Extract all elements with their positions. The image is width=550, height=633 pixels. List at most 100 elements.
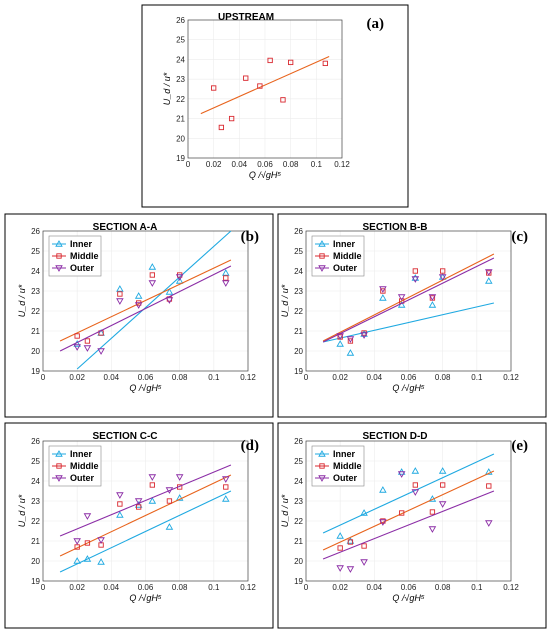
y-tick-label: 26 [294,437,303,446]
legend: Inner Middle Outer [48,445,102,487]
x-axis-label: Q /√gH⁵ [129,593,161,603]
x-tick-label: 0 [41,373,46,382]
data-point [175,474,184,481]
data-point [486,483,492,489]
legend-label: Middle [333,251,362,261]
trend-line [322,257,495,343]
y-tick-label: 25 [31,457,40,466]
chart-title: SECTION D-D [363,431,428,442]
data-point [84,338,91,344]
chart-panel-b: 0 0.02 0.04 0.06 0.08 0.1 0.12 19 20 21 22 23 24 25 26… [4,213,274,418]
data-point [379,519,387,526]
y-tick-label: 21 [294,327,303,336]
y-tick-label: 26 [31,437,40,446]
y-tick-label: 20 [31,347,40,356]
data-point [411,467,420,474]
data-point [117,501,123,507]
trend-line [59,474,232,557]
series-outer [322,257,495,343]
trend-line [322,253,495,342]
y-axis-label: U_d / u* [280,494,290,527]
y-axis-label: U_d / u* [17,284,27,317]
data-point [148,280,157,287]
y-tick-label: 25 [176,36,185,45]
data-point [397,294,406,301]
data-point [379,294,387,301]
data-point [223,275,229,281]
y-tick-label: 26 [176,16,185,25]
data-point [165,523,174,530]
chart-panel-a: 0 0.02 0.04 0.06 0.08 0.1 0.12 19 20 21 22 23 24 25 26… [141,4,409,208]
data-point [438,274,447,281]
y-tick-label: 23 [294,287,303,296]
data-point [411,489,420,496]
panel-label: (d) [241,438,259,454]
data-point [148,497,157,504]
data-point [134,302,143,309]
series-outer [322,471,495,573]
legend-marker [55,240,63,247]
y-tick-label: 23 [31,497,40,506]
data-point [149,482,155,488]
x-tick-label: 0.04 [367,373,383,382]
data-point [218,124,225,131]
x-tick-label: 0.06 [257,160,273,169]
data-point [211,85,217,91]
data-point [148,263,157,270]
x-tick-label: 0.08 [435,373,451,382]
data-point [361,543,367,549]
panel-frame [141,4,409,208]
x-tick-label: 0.1 [208,373,220,382]
data-point [148,474,157,481]
x-tick-label: 0.04 [104,373,120,382]
legend-marker [318,265,326,272]
y-tick-label: 20 [31,557,40,566]
trend-line [59,259,232,342]
y-tick-label: 24 [294,477,303,486]
series-outer [59,265,232,355]
data-point [223,484,229,490]
data-point [428,294,437,301]
data-point [379,486,387,493]
y-tick-label: 19 [294,577,303,586]
data-point [97,348,105,355]
x-tick-label: 0.08 [283,160,299,169]
y-tick-label: 22 [294,517,303,526]
data-point [116,285,124,292]
legend-marker [319,253,325,259]
data-point [97,537,105,544]
data-point [347,338,354,344]
y-axis-label: U_d / u* [17,494,27,527]
legend-label: Middle [333,461,362,471]
data-point [175,277,184,284]
chart-title: SECTION B-B [363,222,428,233]
x-tick-label: 0.08 [172,373,188,382]
panel-label: (b) [241,229,259,245]
x-tick-label: 0.06 [138,373,154,382]
legend-label: Outer [70,473,95,483]
data-point [346,336,355,343]
legend-marker [318,450,326,457]
chart-panel-c: 0 0.02 0.04 0.06 0.08 0.1 0.12 19 20 21 22 23 24 25 26… [277,213,547,418]
series-outer [59,464,232,545]
y-tick-label: 20 [294,557,303,566]
data-point [222,495,230,502]
x-axis-label: Q /√gH⁵ [392,383,424,393]
data-point [322,60,328,67]
data-point [360,559,368,566]
y-tick-label: 19 [31,367,40,376]
y-tick-label: 25 [294,457,303,466]
data-point [428,526,437,533]
y-axis-label: U_d / u* [162,72,172,105]
y-tick-label: 25 [31,247,40,256]
y-tick-label: 19 [294,367,303,376]
data-point [336,532,344,539]
data-point [360,330,368,337]
data-point [280,97,286,103]
legend-marker [318,240,326,247]
data-point [411,274,420,281]
x-tick-label: 0.08 [435,583,451,592]
x-tick-label: 0.04 [367,583,383,592]
data-point [257,83,263,89]
x-tick-label: 0.02 [332,583,348,592]
